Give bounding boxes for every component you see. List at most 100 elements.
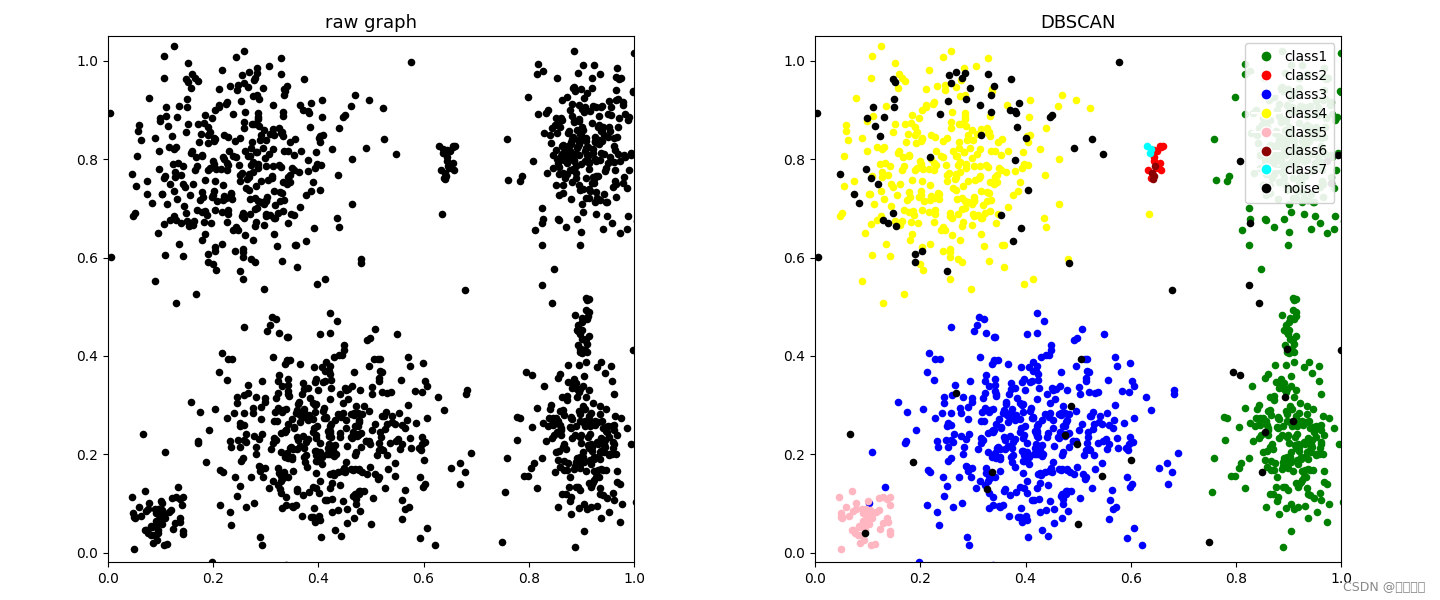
noise [945,388,968,398]
Point [312,413,336,423]
Point [373,134,396,144]
Point [598,122,621,132]
Point [377,464,400,474]
Point [314,366,337,376]
class3 [940,322,963,332]
class1 [1259,149,1282,158]
Point [229,421,252,430]
Point [258,149,281,159]
class3 [1092,437,1115,446]
class3 [1051,489,1074,499]
class3 [940,436,963,445]
class3 [1115,443,1138,452]
class3 [1070,419,1093,428]
Point [268,124,291,133]
Point [226,392,249,402]
Point [586,501,609,511]
Point [193,175,216,185]
class4 [985,177,1008,187]
class1 [1266,423,1289,433]
class4 [926,81,949,91]
Point [147,505,170,514]
Point [569,344,592,353]
class1 [1253,128,1276,138]
class1 [1287,73,1310,83]
Point [318,370,341,379]
class1 [1240,128,1263,138]
class4 [871,172,894,182]
class1 [1310,411,1333,421]
Point [585,472,608,482]
Point [603,141,626,151]
Point [413,437,436,446]
Point [556,391,579,401]
class3 [1093,329,1116,339]
class3 [1018,377,1041,386]
class4 [1032,213,1056,223]
Point [567,100,590,110]
class4 [924,146,948,156]
Point [298,122,321,132]
Point [318,431,341,441]
class4 [1034,170,1057,179]
class1 [1309,425,1332,435]
class5 [868,524,891,534]
class1 [1272,86,1295,96]
Point [549,113,572,123]
Point [366,354,389,364]
Point [292,378,315,388]
class5 [829,508,852,518]
Point [583,61,606,70]
class1 [1280,335,1303,344]
Point [383,458,406,468]
Point [559,152,582,161]
class4 [986,137,1009,147]
class4 [1047,101,1070,110]
Point [508,413,531,422]
Point [577,429,600,439]
Point [203,246,226,256]
class4 [901,230,924,239]
class3 [1051,450,1074,460]
Point [327,505,350,515]
Point [353,401,376,410]
Point [369,355,392,364]
class1 [1270,379,1293,389]
noise [1282,416,1305,426]
Point [269,187,292,197]
Point [130,511,153,520]
class3 [1028,478,1051,488]
Point [318,308,341,317]
class1 [1296,409,1319,418]
Point [333,341,356,350]
Point [348,466,372,475]
class3 [1054,418,1077,427]
noise [806,252,829,262]
Point [271,503,294,512]
class4 [978,112,1001,121]
noise [1273,392,1296,402]
Point [181,220,204,230]
Point [207,367,230,377]
class1 [1280,102,1303,112]
class4 [991,134,1014,143]
class4 [904,138,927,148]
Point [334,385,357,395]
class1 [1276,136,1299,146]
Point [153,51,176,61]
class4 [932,136,955,146]
Point [150,496,173,506]
class1 [1266,152,1289,161]
Point [276,386,300,395]
Point [556,169,579,178]
Point [560,433,583,442]
class1 [1270,155,1293,165]
Point [58,117,81,127]
class3 [1040,345,1063,355]
Point [603,176,626,186]
Point [641,145,664,155]
class3 [942,502,965,512]
Point [276,332,300,341]
noise [945,68,968,77]
class3 [956,414,979,424]
